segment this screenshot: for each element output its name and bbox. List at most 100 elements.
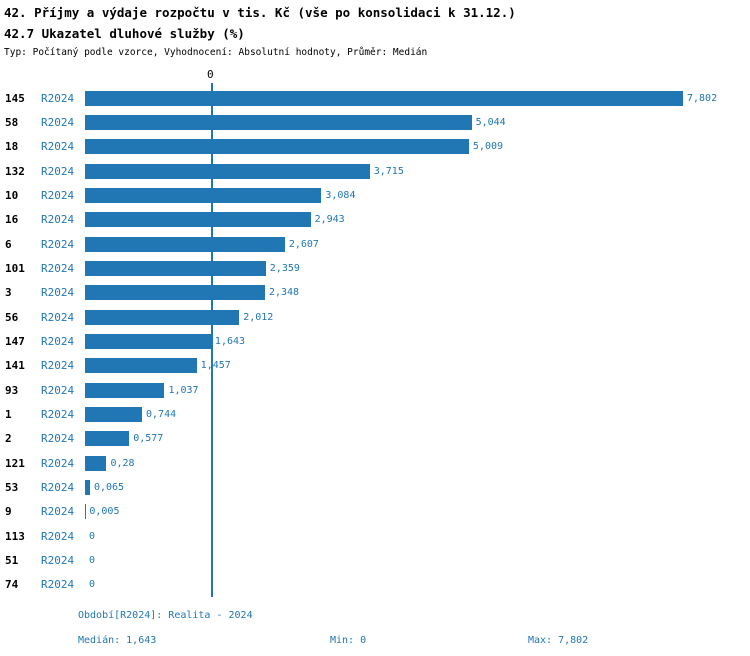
bar — [85, 455, 107, 471]
bar-value-label: 0 — [89, 554, 96, 566]
footer-period-label: Období[R2024]: Realita - 2024 — [78, 610, 253, 621]
row-id-label: 147 — [5, 334, 25, 348]
bar-value-label: 2,607 — [288, 238, 319, 250]
bar-area: 0 — [85, 553, 705, 568]
row-id-label: 132 — [5, 164, 25, 178]
bar-row: 9 R2024 0,005 — [0, 500, 750, 524]
row-series-label: R2024 — [41, 115, 75, 129]
row-series-label: R2024 — [41, 383, 75, 397]
bar-area: 0,065 — [85, 479, 705, 495]
bar-row: 18 R2024 5,009 — [0, 135, 750, 159]
row-id-label: 58 — [5, 115, 19, 129]
bar-area: 3,715 — [85, 163, 705, 179]
footer-min-label: Min: 0 — [330, 635, 367, 646]
chart-subtitle: Typ: Počítaný podle vzorce, Vyhodnocení:… — [4, 47, 428, 58]
bar-row: 10 R2024 3,084 — [0, 183, 750, 207]
bar-rows: 145 R2024 7,802 58 R2024 5,044 18 R2024 5,009 132… — [0, 86, 750, 597]
bar — [85, 260, 266, 276]
row-series-label: R2024 — [41, 359, 75, 373]
bar-value-label: 1,643 — [214, 335, 246, 347]
bar-value-label: 0,005 — [89, 506, 120, 518]
bar-row: 121 R2024 0,28 — [0, 451, 750, 475]
bar-row: 147 R2024 1,643 — [0, 329, 750, 353]
bar-row: 74 R2024 0 — [0, 573, 750, 597]
bar-value-label: 1,457 — [200, 360, 231, 372]
bar-value-label: 3,715 — [373, 165, 404, 177]
bar-value-label: 2,359 — [269, 262, 300, 274]
bar-value-label: 3,084 — [325, 189, 356, 201]
bar-value-label: 7,802 — [687, 92, 718, 104]
row-id-label: 56 — [5, 310, 19, 324]
bar-value-label: 0,744 — [146, 408, 177, 420]
bar-row: 56 R2024 2,012 — [0, 305, 750, 329]
row-series-label: R2024 — [41, 480, 75, 494]
row-series-label: R2024 — [41, 456, 75, 470]
bar-row: 1 R2024 0,744 — [0, 402, 750, 426]
bar — [85, 114, 472, 130]
row-series-label: R2024 — [41, 529, 75, 543]
bar-value-label: 2,943 — [314, 214, 345, 226]
bar-value-label: 2,348 — [268, 287, 300, 299]
bar-row: 2 R2024 0,577 — [0, 427, 750, 451]
bar-area: 1,457 — [85, 358, 705, 374]
row-id-label: 93 — [5, 383, 19, 397]
row-id-label: 121 — [5, 456, 25, 470]
row-id-label: 113 — [5, 529, 25, 543]
row-series-label: R2024 — [41, 286, 75, 300]
bar-value-label: 0 — [89, 579, 96, 591]
bar-area: 2,348 — [85, 285, 705, 301]
bar-row: 113 R2024 0 — [0, 524, 750, 548]
chart-title-line1: 42. Příjmy a výdaje rozpočtu v tis. Kč (… — [4, 5, 516, 20]
bar-row: 145 R2024 7,802 — [0, 86, 750, 110]
axis-tick-label-zero: 0 — [206, 68, 214, 81]
bar — [85, 479, 90, 495]
row-id-label: 9 — [5, 505, 12, 519]
row-id-label: 141 — [5, 359, 25, 373]
row-series-label: R2024 — [41, 140, 75, 154]
row-id-label: 74 — [5, 578, 19, 592]
bar — [85, 309, 240, 325]
bar-value-label: 1,037 — [168, 384, 199, 396]
bar-area: 5,044 — [85, 114, 705, 130]
bar-area: 1,037 — [85, 382, 705, 398]
footer-max-label: Max: 7,802 — [528, 635, 589, 646]
bar-area: 2,943 — [85, 212, 705, 228]
row-series-label: R2024 — [41, 334, 75, 348]
row-id-label: 101 — [5, 261, 25, 275]
bar-area: 0,577 — [85, 431, 705, 447]
bar-value-label: 0 — [89, 530, 96, 542]
row-series-label: R2024 — [41, 432, 75, 446]
bar-area: 2,012 — [85, 309, 705, 325]
bar-value-label: 0,577 — [133, 433, 164, 445]
row-id-label: 10 — [5, 188, 19, 202]
median-reference-line — [210, 83, 213, 597]
row-id-label: 53 — [5, 480, 19, 494]
bar-area: 0,005 — [85, 504, 705, 520]
bar — [85, 431, 130, 447]
row-id-label: 6 — [5, 237, 12, 251]
bar-area: 0,28 — [85, 455, 705, 471]
footer-median-label: Medián: 1,643 — [78, 635, 157, 646]
bar-row: 6 R2024 2,607 — [0, 232, 750, 256]
bar-value-label: 5,044 — [475, 116, 506, 128]
row-series-label: R2024 — [41, 188, 75, 202]
bar — [85, 285, 265, 301]
bar-row: 101 R2024 2,359 — [0, 256, 750, 280]
row-series-label: R2024 — [41, 213, 75, 227]
row-series-label: R2024 — [41, 407, 75, 421]
row-id-label: 145 — [5, 91, 25, 105]
bar-row: 16 R2024 2,943 — [0, 208, 750, 232]
bar-row: 58 R2024 5,044 — [0, 110, 750, 134]
bar — [85, 212, 311, 228]
row-id-label: 2 — [5, 432, 12, 446]
bar-value-label: 0,28 — [110, 457, 135, 469]
bar-area: 0 — [85, 529, 705, 544]
bar-row: 132 R2024 3,715 — [0, 159, 750, 183]
bar-chart: 145 R2024 7,802 58 R2024 5,044 18 R2024 5,009 132… — [0, 83, 750, 597]
bar — [85, 139, 469, 155]
bar-area: 7,802 — [85, 90, 717, 106]
bar-area: 5,009 — [85, 139, 705, 155]
bar — [85, 236, 285, 252]
bar-value-label: 5,009 — [472, 141, 504, 153]
